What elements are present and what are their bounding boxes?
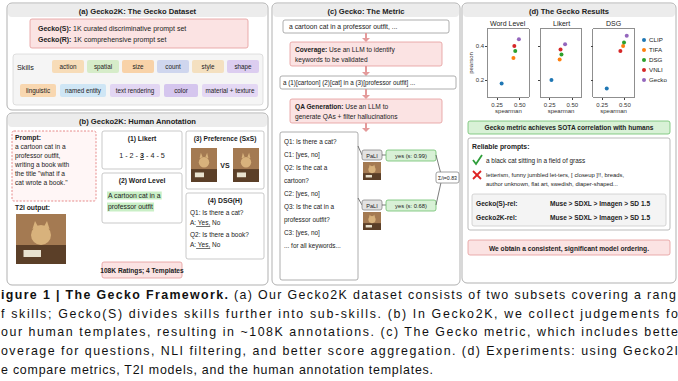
svg-text:shape: shape xyxy=(234,63,252,71)
svg-text:Prompt:: Prompt: xyxy=(15,134,41,142)
svg-text:(d) The Gecko Results: (d) The Gecko Results xyxy=(529,7,609,16)
svg-text:0.50: 0.50 xyxy=(619,102,631,108)
svg-text:(1) Likert: (1) Likert xyxy=(128,135,157,143)
svg-text:Gecko: Gecko xyxy=(649,76,667,83)
svg-text:a cartoon cat in a: a cartoon cat in a xyxy=(15,143,66,150)
svg-text:spearman: spearman xyxy=(548,108,575,114)
svg-text:(a) Gecko2K: The Gecko Dataset: (a) Gecko2K: The Gecko Dataset xyxy=(79,7,197,16)
svg-text:1 - 2 - 3 - 4 - 5: 1 - 2 - 3 - 4 - 5 xyxy=(119,151,165,160)
svg-text:f skills; Gecko(S) divides ski: f skills; Gecko(S) divides skills furthe… xyxy=(1,307,678,321)
svg-text:Σ/i=0.83: Σ/i=0.83 xyxy=(438,175,457,181)
svg-text:C3: [yes, no]: C3: [yes, no] xyxy=(284,229,320,237)
svg-text:Skills: Skills xyxy=(17,63,34,72)
svg-text:generate QAs + filter hallucin: generate QAs + filter hallucinations xyxy=(295,113,398,121)
svg-text:spearman: spearman xyxy=(495,108,522,114)
svg-text:Q2: Is the cat a: Q2: Is the cat a xyxy=(284,164,328,172)
svg-text:DSG: DSG xyxy=(649,56,663,63)
svg-text:material + texture: material + texture xyxy=(206,87,255,94)
svg-text:108K Ratings; 4 Templates: 108K Ratings; 4 Templates xyxy=(100,267,184,275)
svg-text:DSG: DSG xyxy=(606,20,621,27)
svg-text:T2I output:: T2I output: xyxy=(15,204,50,212)
svg-text:Reliable prompts:: Reliable prompts: xyxy=(472,143,529,151)
svg-text:0.50: 0.50 xyxy=(514,102,526,108)
svg-text:VS: VS xyxy=(220,162,230,169)
svg-text:professor outfit?: professor outfit? xyxy=(284,216,330,224)
svg-text:count: count xyxy=(165,63,181,70)
svg-text:igure 1 | The Gecko Framework.: igure 1 | The Gecko Framework. (a) Our G… xyxy=(1,288,676,302)
svg-text:(4) DSG(H): (4) DSG(H) xyxy=(208,197,242,205)
svg-text:overage for questions, NLI fil: overage for questions, NLI filtering, an… xyxy=(1,344,678,358)
svg-text:(2) Word Level: (2) Word Level xyxy=(119,177,166,185)
svg-text:Gecko2K-rel:: Gecko2K-rel: xyxy=(476,214,517,221)
svg-text:PaLI: PaLI xyxy=(366,153,378,159)
svg-text:Q1: Is there a cat?: Q1: Is there a cat? xyxy=(284,138,337,146)
svg-text:Q2: Is there a book?: Q2: Is there a book? xyxy=(190,231,249,239)
svg-text:0.50: 0.50 xyxy=(567,102,579,108)
svg-text:a black cat sitting in a field: a black cat sitting in a field of grass xyxy=(486,157,585,165)
svg-text:our human templates, resulting: our human templates, resulting in ~108K … xyxy=(1,325,678,339)
svg-text:(3) Preference (SxS): (3) Preference (SxS) xyxy=(194,135,257,143)
svg-text:size: size xyxy=(132,63,144,70)
svg-text:PaLI: PaLI xyxy=(366,203,378,209)
svg-text:We obtain a consistent, signif: We obtain a consistent, significant mode… xyxy=(489,245,649,253)
svg-text:pearson: pearson xyxy=(468,52,474,74)
svg-text:Q3: Is the cat in a: Q3: Is the cat in a xyxy=(284,203,335,211)
svg-text:style: style xyxy=(202,63,215,71)
svg-text:0.25: 0.25 xyxy=(491,102,503,108)
svg-text:named entity: named entity xyxy=(65,87,102,95)
svg-text:0.2: 0.2 xyxy=(476,77,485,83)
svg-text:Muse > SDXL > Imagen > SD 1.5: Muse > SDXL > Imagen > SD 1.5 xyxy=(550,214,650,222)
svg-text:yes (s: 0.99): yes (s: 0.99) xyxy=(395,153,427,159)
svg-text:the title "what if a: the title "what if a xyxy=(15,170,65,177)
svg-text:CLIP: CLIP xyxy=(649,36,663,43)
svg-text:QA Generation: Use an LLM to: QA Generation: Use an LLM to xyxy=(295,103,389,111)
svg-text:spatial: spatial xyxy=(94,63,112,71)
svg-text:0.25: 0.25 xyxy=(544,102,556,108)
svg-text:keywords to be validated: keywords to be validated xyxy=(295,56,368,64)
svg-text:Word Level: Word Level xyxy=(490,20,526,27)
svg-text:cat wrote a book.": cat wrote a book." xyxy=(15,179,68,186)
svg-text:C2: [yes, no]: C2: [yes, no] xyxy=(284,190,320,198)
svg-text:Gecko metric achieves SOTA cor: Gecko metric achieves SOTA correlation w… xyxy=(485,124,654,131)
svg-text:a (1)[cartoon] (2)[cat] in a (: a (1)[cartoon] (2)[cat] in a (3)[profess… xyxy=(283,79,416,87)
svg-text:TIFA: TIFA xyxy=(649,46,663,53)
svg-text:Gecko(S)-rel:: Gecko(S)-rel: xyxy=(476,200,517,208)
svg-text:text rendering: text rendering xyxy=(116,87,155,95)
svg-text:Q1: Is there a cat?: Q1: Is there a cat? xyxy=(190,209,244,217)
svg-text:yes (s: 0.68): yes (s: 0.68) xyxy=(395,203,427,209)
svg-text:e compare metrics, T2I models,: e compare metrics, T2I models, and the h… xyxy=(1,363,433,377)
svg-text:spearman: spearman xyxy=(600,108,627,114)
svg-text:Gecko(S): 1K curated discrimin: Gecko(S): 1K curated discriminative prom… xyxy=(38,25,186,33)
svg-text:Muse > SDXL > Imagen > SD 1.5: Muse > SDXL > Imagen > SD 1.5 xyxy=(550,200,650,208)
svg-text:A: Yes, No: A: Yes, No xyxy=(190,219,221,226)
svg-text:linguistic: linguistic xyxy=(26,87,50,95)
svg-text:... for all keywords...: ... for all keywords... xyxy=(284,242,341,250)
svg-text:color: color xyxy=(174,87,188,94)
svg-text:action: action xyxy=(60,63,77,70)
svg-text:A: Yes, No: A: Yes, No xyxy=(190,241,221,248)
svg-text:Likert: Likert xyxy=(553,20,570,27)
svg-text:Coverage: Use an LLM to identi: Coverage: Use an LLM to identify xyxy=(295,46,395,54)
svg-text:0.4: 0.4 xyxy=(476,43,485,49)
svg-text:(b) Gecko2K: Human Annotation: (b) Gecko2K: Human Annotation xyxy=(79,117,196,126)
svg-text:a cartoon cat in a professor o: a cartoon cat in a professor outfit, ... xyxy=(289,23,398,31)
svg-text:C1: [yes, no]: C1: [yes, no] xyxy=(284,151,320,159)
svg-text:professor outfit,: professor outfit, xyxy=(15,152,61,160)
svg-text:A cartoon cat in a: A cartoon cat in a xyxy=(108,192,161,199)
svg-text:letterism, funny jumbled let-t: letterism, funny jumbled let-ters, [ clo… xyxy=(486,172,625,178)
svg-text:Gecko(R): 1K comprehensive pro: Gecko(R): 1K comprehensive prompt set xyxy=(38,36,166,44)
svg-text:cartoon?: cartoon? xyxy=(284,177,309,184)
svg-text:professor outfit: professor outfit xyxy=(108,203,153,211)
svg-text:writing a book with: writing a book with xyxy=(14,161,70,169)
svg-text:VNLI: VNLI xyxy=(649,66,663,73)
svg-text:author unknown, flat art, swed: author unknown, flat art, swedish, diape… xyxy=(486,181,618,187)
svg-text:(c) Gecko: The Metric: (c) Gecko: The Metric xyxy=(327,7,404,16)
svg-text:0.25: 0.25 xyxy=(596,102,608,108)
